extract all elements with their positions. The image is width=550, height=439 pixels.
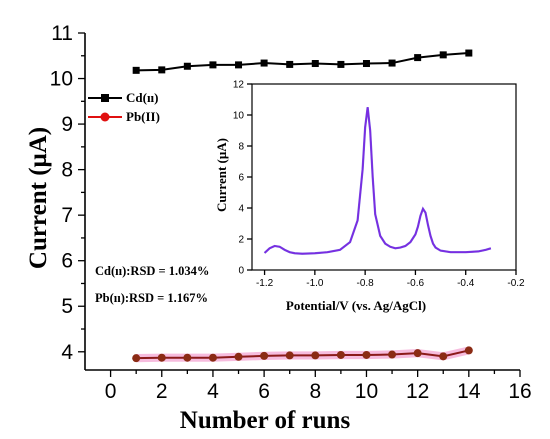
cd-data-point xyxy=(439,51,447,59)
main-chart: 0 2 4 6 8 10 12 14 16 4 5 6 7 8 9 10 11 Number of runs C… xyxy=(25,22,532,434)
cd-data-point xyxy=(311,60,319,68)
x-tick-label: 16 xyxy=(508,380,531,403)
pb-data-point xyxy=(260,351,269,360)
cd-data-point xyxy=(337,60,345,68)
cd-data-point xyxy=(132,66,140,74)
pb-data-point xyxy=(464,346,473,355)
inset-axes xyxy=(251,83,517,271)
inset-x-tick-label: -1.2 xyxy=(256,278,274,289)
cd-data-point xyxy=(362,60,370,68)
cd-data-point xyxy=(235,61,243,69)
x-tick-label: 0 xyxy=(105,380,117,403)
y-tick-label: 10 xyxy=(50,68,73,91)
y-tick-label: 7 xyxy=(61,204,73,227)
legend: Cd(ıı) Pb(II) xyxy=(88,90,160,124)
cd-data-point xyxy=(286,60,294,68)
y-tick-label: 5 xyxy=(61,295,73,318)
inset-x-tick-label: -0.2 xyxy=(507,278,525,289)
pb-series-line xyxy=(136,349,470,360)
y-tick-label: 8 xyxy=(61,159,73,182)
inset-y-axis-title: Current (μA) xyxy=(214,138,229,212)
x-tick-label: 12 xyxy=(406,380,429,403)
legend-label-pb: Pb(II) xyxy=(126,109,160,124)
y-tick-label: 9 xyxy=(61,113,73,136)
inset-x-tick-label: -0.6 xyxy=(407,278,425,289)
main-axes xyxy=(84,33,520,371)
main-ticks: 0 2 4 6 8 10 12 14 16 4 5 6 7 8 9 10 11 xyxy=(50,22,532,403)
x-tick-label: 8 xyxy=(309,380,321,403)
x-tick-label: 14 xyxy=(457,380,481,403)
rsd-annotation-cd: Cd(ıı):RSD = 1.034% xyxy=(95,264,209,278)
cd-data-point xyxy=(260,59,268,67)
pb-data-point xyxy=(336,350,345,359)
pb-data-point xyxy=(183,353,192,362)
legend-label-cd: Cd(ıı) xyxy=(126,90,159,105)
inset-y-tick-label: 10 xyxy=(233,111,245,122)
inset-y-tick-label: 8 xyxy=(238,142,244,153)
pb-data-point xyxy=(413,349,422,358)
legend-marker-pb xyxy=(100,112,110,122)
rsd-annotation-pb: Pb(ıı):RSD = 1.167% xyxy=(95,291,208,305)
cd-data-point xyxy=(183,62,191,70)
inset-y-tick-label: 4 xyxy=(238,204,244,215)
legend-marker-cd xyxy=(101,94,109,102)
y-tick-label: 6 xyxy=(61,250,73,273)
inset-y-tick-label: 2 xyxy=(238,235,244,246)
inset-chart: -1.2 -1.0 -0.8 -0.6 -0.4 -0.2 0 2 4 6 8 10 12 Potent… xyxy=(214,80,525,314)
inset-x-tick-label: -1.0 xyxy=(306,278,324,289)
cd-data-point xyxy=(414,54,422,62)
x-axis-title: Number of runs xyxy=(180,407,351,434)
y-tick-label: 11 xyxy=(51,22,73,45)
inset-x-tick-label: -0.8 xyxy=(357,278,375,289)
cd-data-point xyxy=(465,49,473,57)
pb-data-point xyxy=(285,351,294,360)
inset-x-tick-label: -0.4 xyxy=(457,278,475,289)
inset-ticks: -1.2 -1.0 -0.8 -0.6 -0.4 -0.2 0 2 4 6 8 10 12 xyxy=(233,80,525,290)
cd-data-point xyxy=(209,61,217,69)
inset-y-tick-label: 12 xyxy=(233,80,245,91)
main-series xyxy=(132,49,473,363)
x-tick-label: 6 xyxy=(258,380,270,403)
pb-data-point xyxy=(439,352,448,361)
pb-data-point xyxy=(362,350,371,359)
x-tick-label: 2 xyxy=(156,380,168,403)
x-tick-label: 10 xyxy=(355,380,378,403)
pb-data-point xyxy=(157,353,166,362)
inset-y-tick-label: 0 xyxy=(238,266,244,277)
inset-x-axis-title: Potential/V (vs. Ag/AgCl) xyxy=(286,298,426,313)
inset-curve xyxy=(264,107,492,255)
pb-data-point xyxy=(388,350,397,359)
x-tick-label: 4 xyxy=(207,380,219,403)
pb-data-point xyxy=(208,353,217,362)
cd-data-point xyxy=(158,66,166,74)
inset-y-tick-label: 6 xyxy=(238,173,244,184)
y-tick-label: 4 xyxy=(61,341,73,364)
y-axis-title: Current (μA) xyxy=(25,127,52,269)
pb-data-point xyxy=(234,352,243,361)
pb-data-point xyxy=(132,354,141,363)
inset-series xyxy=(263,107,492,255)
pb-data-point xyxy=(311,351,320,360)
cd-data-point xyxy=(388,59,396,67)
inset-frame xyxy=(251,83,517,271)
cd-series-line xyxy=(136,52,469,72)
